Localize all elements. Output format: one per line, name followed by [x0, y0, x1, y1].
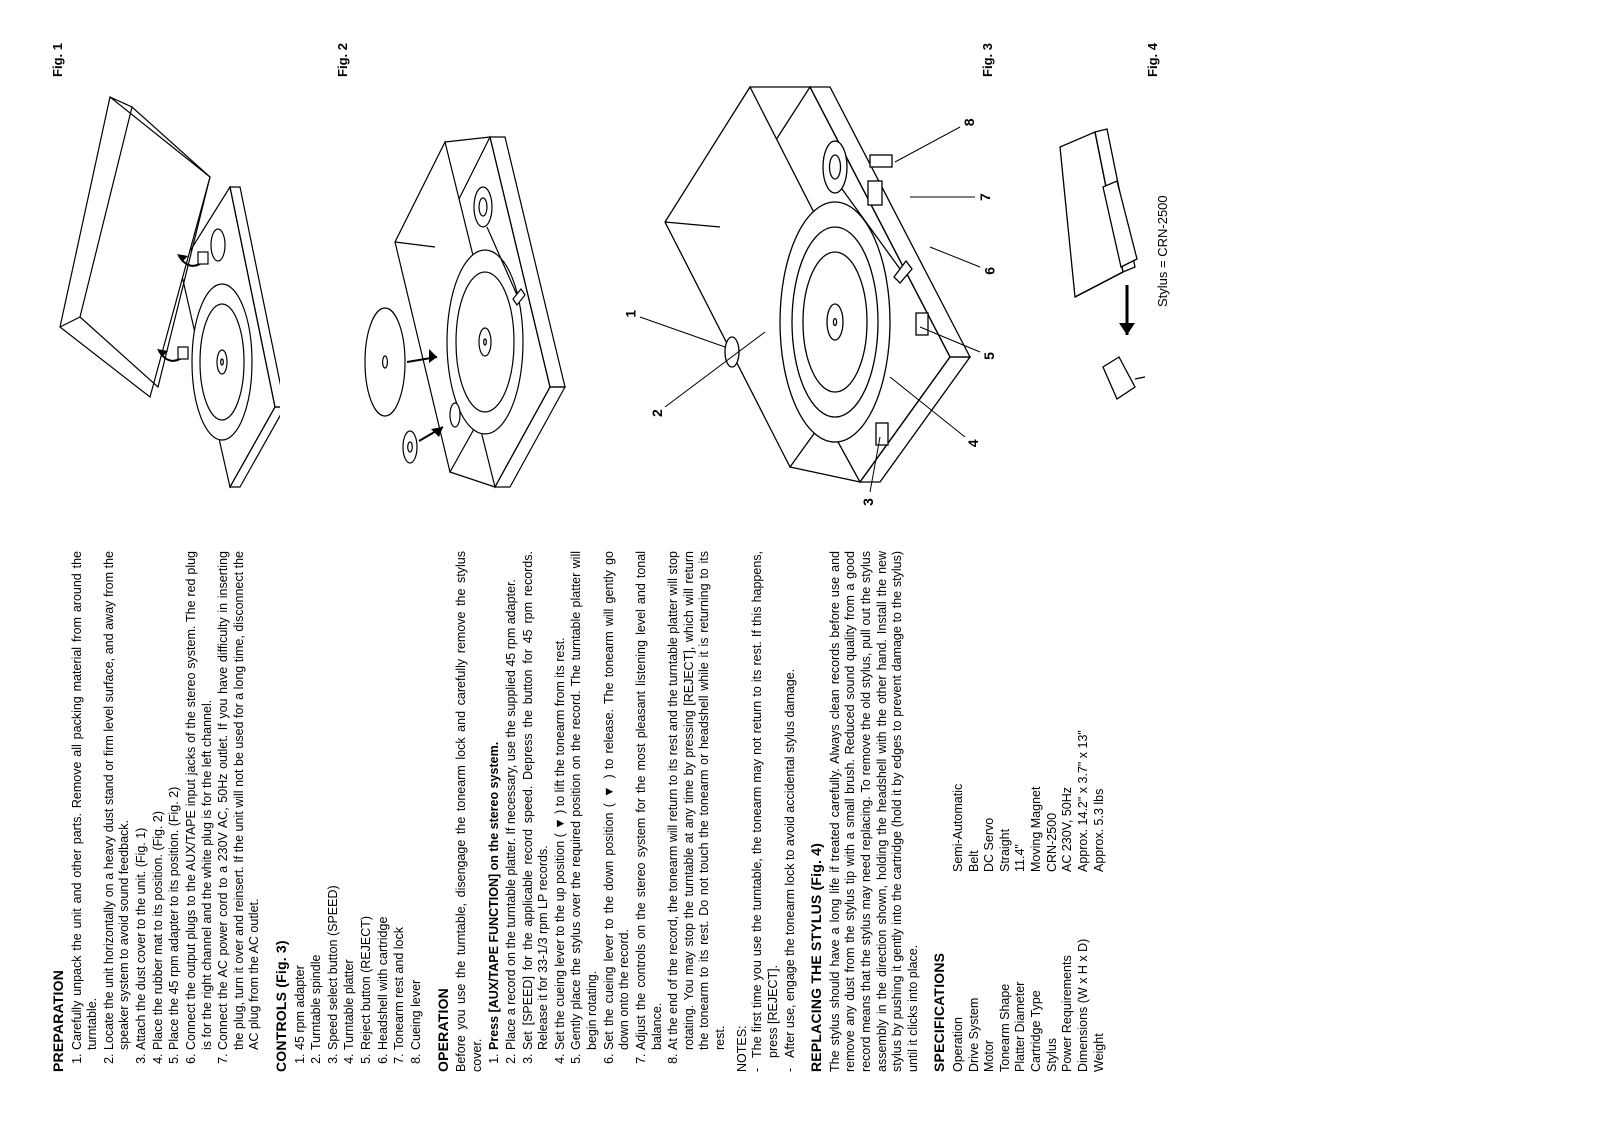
callout-number: 7 — [977, 193, 993, 201]
list-item: Headshell with cartridge — [376, 551, 392, 1050]
spec-value: Moving Magnet — [1029, 730, 1045, 872]
figure-3-label: Fig. 3 — [980, 43, 995, 77]
table-row: Dimensions (W x H x D)Approx. 14.2" x 3.… — [1076, 730, 1092, 1072]
spec-value: DC Servo — [982, 730, 998, 872]
figure-4-label: Fig. 4 — [1145, 43, 1160, 77]
callout-number: 6 — [981, 267, 997, 275]
operation-heading: OPERATION — [435, 551, 453, 1072]
list-item: Reject button (REJECT) — [359, 551, 375, 1050]
spec-value: Semi-Automatic — [951, 730, 967, 872]
spec-key: Motor — [982, 872, 998, 1072]
callout-number: 2 — [649, 409, 665, 417]
spec-value: Belt — [967, 730, 983, 872]
callout-number: 8 — [961, 118, 977, 126]
figure-2-svg — [325, 57, 570, 527]
notes-list: The first time you use the turntable, th… — [750, 551, 798, 1072]
list-item: Speed select button (SPEED) — [326, 551, 342, 1050]
list-item: Set the cueing lever to the down positio… — [602, 551, 633, 1050]
spec-key: Tonearm Shape — [998, 872, 1014, 1072]
spec-value: Straight — [998, 730, 1014, 872]
notes-label: NOTES: — [735, 551, 751, 1072]
list-item: Turntable spindle — [309, 551, 325, 1050]
spec-key: Power Requirements — [1060, 872, 1076, 1072]
figure-4-svg: Stylus = CRN-2500 — [1045, 57, 1175, 527]
table-row: Platter Diameter11.4" — [1013, 730, 1029, 1072]
table-row: Tonearm ShapeStraight — [998, 730, 1014, 1072]
spec-value: 11.4" — [1013, 730, 1029, 872]
replacing-heading: REPLACING THE STYLUS (Fig. 4) — [808, 551, 826, 1072]
list-item: Carefully unpack the unit and other part… — [70, 551, 101, 1050]
table-row: MotorDC Servo — [982, 730, 998, 1072]
preparation-heading: PREPARATION — [50, 551, 68, 1072]
specs-heading: SPECIFICATIONS — [931, 551, 949, 1072]
list-item: Gently place the stylus over the require… — [569, 551, 600, 1050]
controls-heading: CONTROLS (Fig. 3) — [273, 551, 291, 1072]
list-item: Place a record on the turntable platter.… — [504, 551, 520, 1050]
table-row: StylusCRN-2500 — [1045, 730, 1061, 1072]
figure-2-label: Fig. 2 — [335, 43, 350, 77]
spec-value: Approx. 5.3 lbs — [1092, 730, 1108, 872]
spec-key: Operation — [951, 872, 967, 1072]
specs-table: OperationSemi-AutomaticDrive SystemBeltM… — [951, 730, 1107, 1072]
list-item: Cueing lever — [409, 551, 425, 1050]
list-item: Tonearm rest and lock — [392, 551, 408, 1050]
table-row: Power RequirementsAC 230V, 50Hz — [1060, 730, 1076, 1072]
list-item: Connect the output plugs to the AUX/TAPE… — [184, 551, 215, 1050]
list-item: 45 rpm adapter — [293, 551, 309, 1050]
figure-4-caption: Stylus = CRN-2500 — [1155, 195, 1170, 307]
spec-key: Weight — [1092, 872, 1108, 1072]
spec-value: AC 230V, 50Hz — [1060, 730, 1076, 872]
spec-key: Stylus — [1045, 872, 1061, 1072]
list-item: Set the cueing lever to the up position … — [553, 551, 569, 1050]
list-item: Adjust the controls on the stereo system… — [634, 551, 665, 1050]
spec-key: Drive System — [967, 872, 983, 1072]
list-item: Place the 45 rpm adapter to its position… — [167, 551, 183, 1050]
callout-number: 1 — [623, 310, 639, 318]
table-row: WeightApprox. 5.3 lbs — [1092, 730, 1108, 1072]
list-item: Attach the dust cover to the unit. (Fig.… — [134, 551, 150, 1050]
figure-1-label: Fig. 1 — [50, 43, 65, 77]
spec-key: Platter Diameter — [1013, 872, 1029, 1072]
figure-column: Fig. 1 — [40, 47, 1560, 527]
figure-4: Stylus = CRN-2500 Fig. 4 — [1045, 47, 1175, 527]
table-row: OperationSemi-Automatic — [951, 730, 967, 1072]
list-item: Connect the AC power cord to a 230V AC, … — [216, 551, 263, 1050]
controls-list: 45 rpm adapter Turntable spindle Speed s… — [293, 551, 425, 1072]
callout-number: 3 — [860, 498, 876, 506]
figure-3-svg: 1 2 3 4 5 6 7 8 — [610, 57, 1010, 527]
replacing-body: The stylus should have a long life if tr… — [828, 551, 922, 1072]
spec-value: CRN-2500 — [1045, 730, 1061, 872]
list-item: At the end of the record, the tonearm wi… — [666, 551, 729, 1050]
list-item: Press [AUX/TAPE FUNCTION] on the stereo … — [487, 551, 503, 1050]
list-item: Locate the unit horizontally on a heavy … — [102, 551, 133, 1050]
spec-value: Approx. 14.2" x 3.7" x 13" — [1076, 730, 1092, 872]
figure-2: Fig. 2 — [325, 47, 570, 527]
figure-1-svg — [40, 57, 280, 527]
page: PREPARATION Carefully unpack the unit an… — [0, 0, 1600, 1132]
list-item: After use, engage the tonearm lock to av… — [783, 551, 799, 1058]
callout-number: 5 — [981, 352, 997, 360]
text-column: PREPARATION Carefully unpack the unit an… — [40, 527, 1560, 1072]
table-row: Cartridge TypeMoving Magnet — [1029, 730, 1045, 1072]
table-row: Drive SystemBelt — [967, 730, 983, 1072]
list-item: Place the rubber mat to its position. (F… — [151, 551, 167, 1050]
list-item: Turntable platter — [342, 551, 358, 1050]
callout-number: 4 — [965, 439, 981, 447]
spec-key: Cartridge Type — [1029, 872, 1045, 1072]
list-item: The first time you use the turntable, th… — [750, 551, 781, 1058]
figure-3: 12345678 Fig. 3 — [610, 47, 1010, 527]
operation-intro: Before you use the turntable, disengage … — [454, 551, 485, 1072]
list-item: Set [SPEED] for the applicable record sp… — [521, 551, 552, 1050]
figure-1: Fig. 1 — [40, 47, 280, 527]
operation-list: Press [AUX/TAPE FUNCTION] on the stereo … — [487, 551, 728, 1072]
preparation-list: Carefully unpack the unit and other part… — [70, 551, 264, 1072]
spec-key: Dimensions (W x H x D) — [1076, 872, 1092, 1072]
